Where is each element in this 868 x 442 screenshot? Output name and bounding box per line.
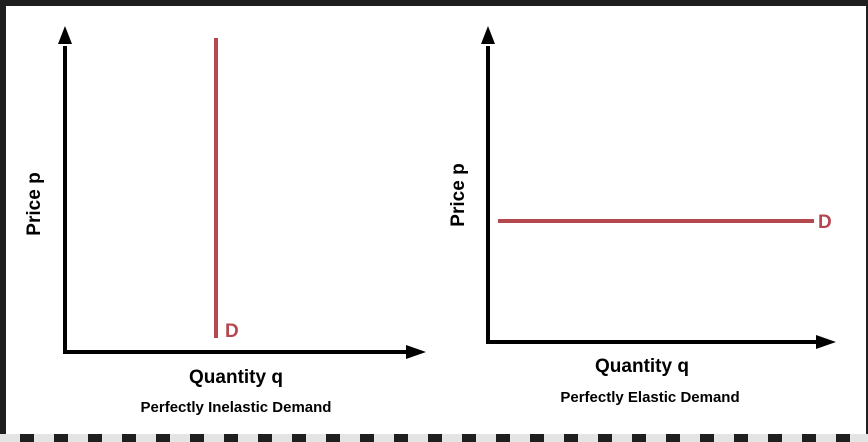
right-caption: Perfectly Elastic Demand <box>560 389 739 406</box>
right-y-axis-arrow <box>481 26 495 44</box>
right-x-axis-arrow <box>816 335 836 349</box>
left-x-axis-label: Quantity q <box>189 367 283 388</box>
inelastic-demand-diagram: D Price p Quantity q Perfectly Inelastic… <box>24 26 426 416</box>
right-x-axis-label: Quantity q <box>595 356 689 377</box>
elastic-demand-diagram: D Price p Quantity q Perfectly Elastic D… <box>448 26 836 406</box>
left-y-axis-arrow <box>58 26 72 44</box>
bottom-strip <box>0 434 868 442</box>
right-y-axis-label: Price p <box>448 163 469 226</box>
right-demand-label: D <box>818 212 832 233</box>
demand-diagrams: D Price p Quantity q Perfectly Inelastic… <box>24 26 836 416</box>
diagram-canvas: D Price p Quantity q Perfectly Inelastic… <box>6 6 866 434</box>
left-caption: Perfectly Inelastic Demand <box>141 399 332 416</box>
left-x-axis-arrow <box>406 345 426 359</box>
left-y-axis-label: Price p <box>24 172 45 235</box>
left-demand-label: D <box>225 321 239 342</box>
